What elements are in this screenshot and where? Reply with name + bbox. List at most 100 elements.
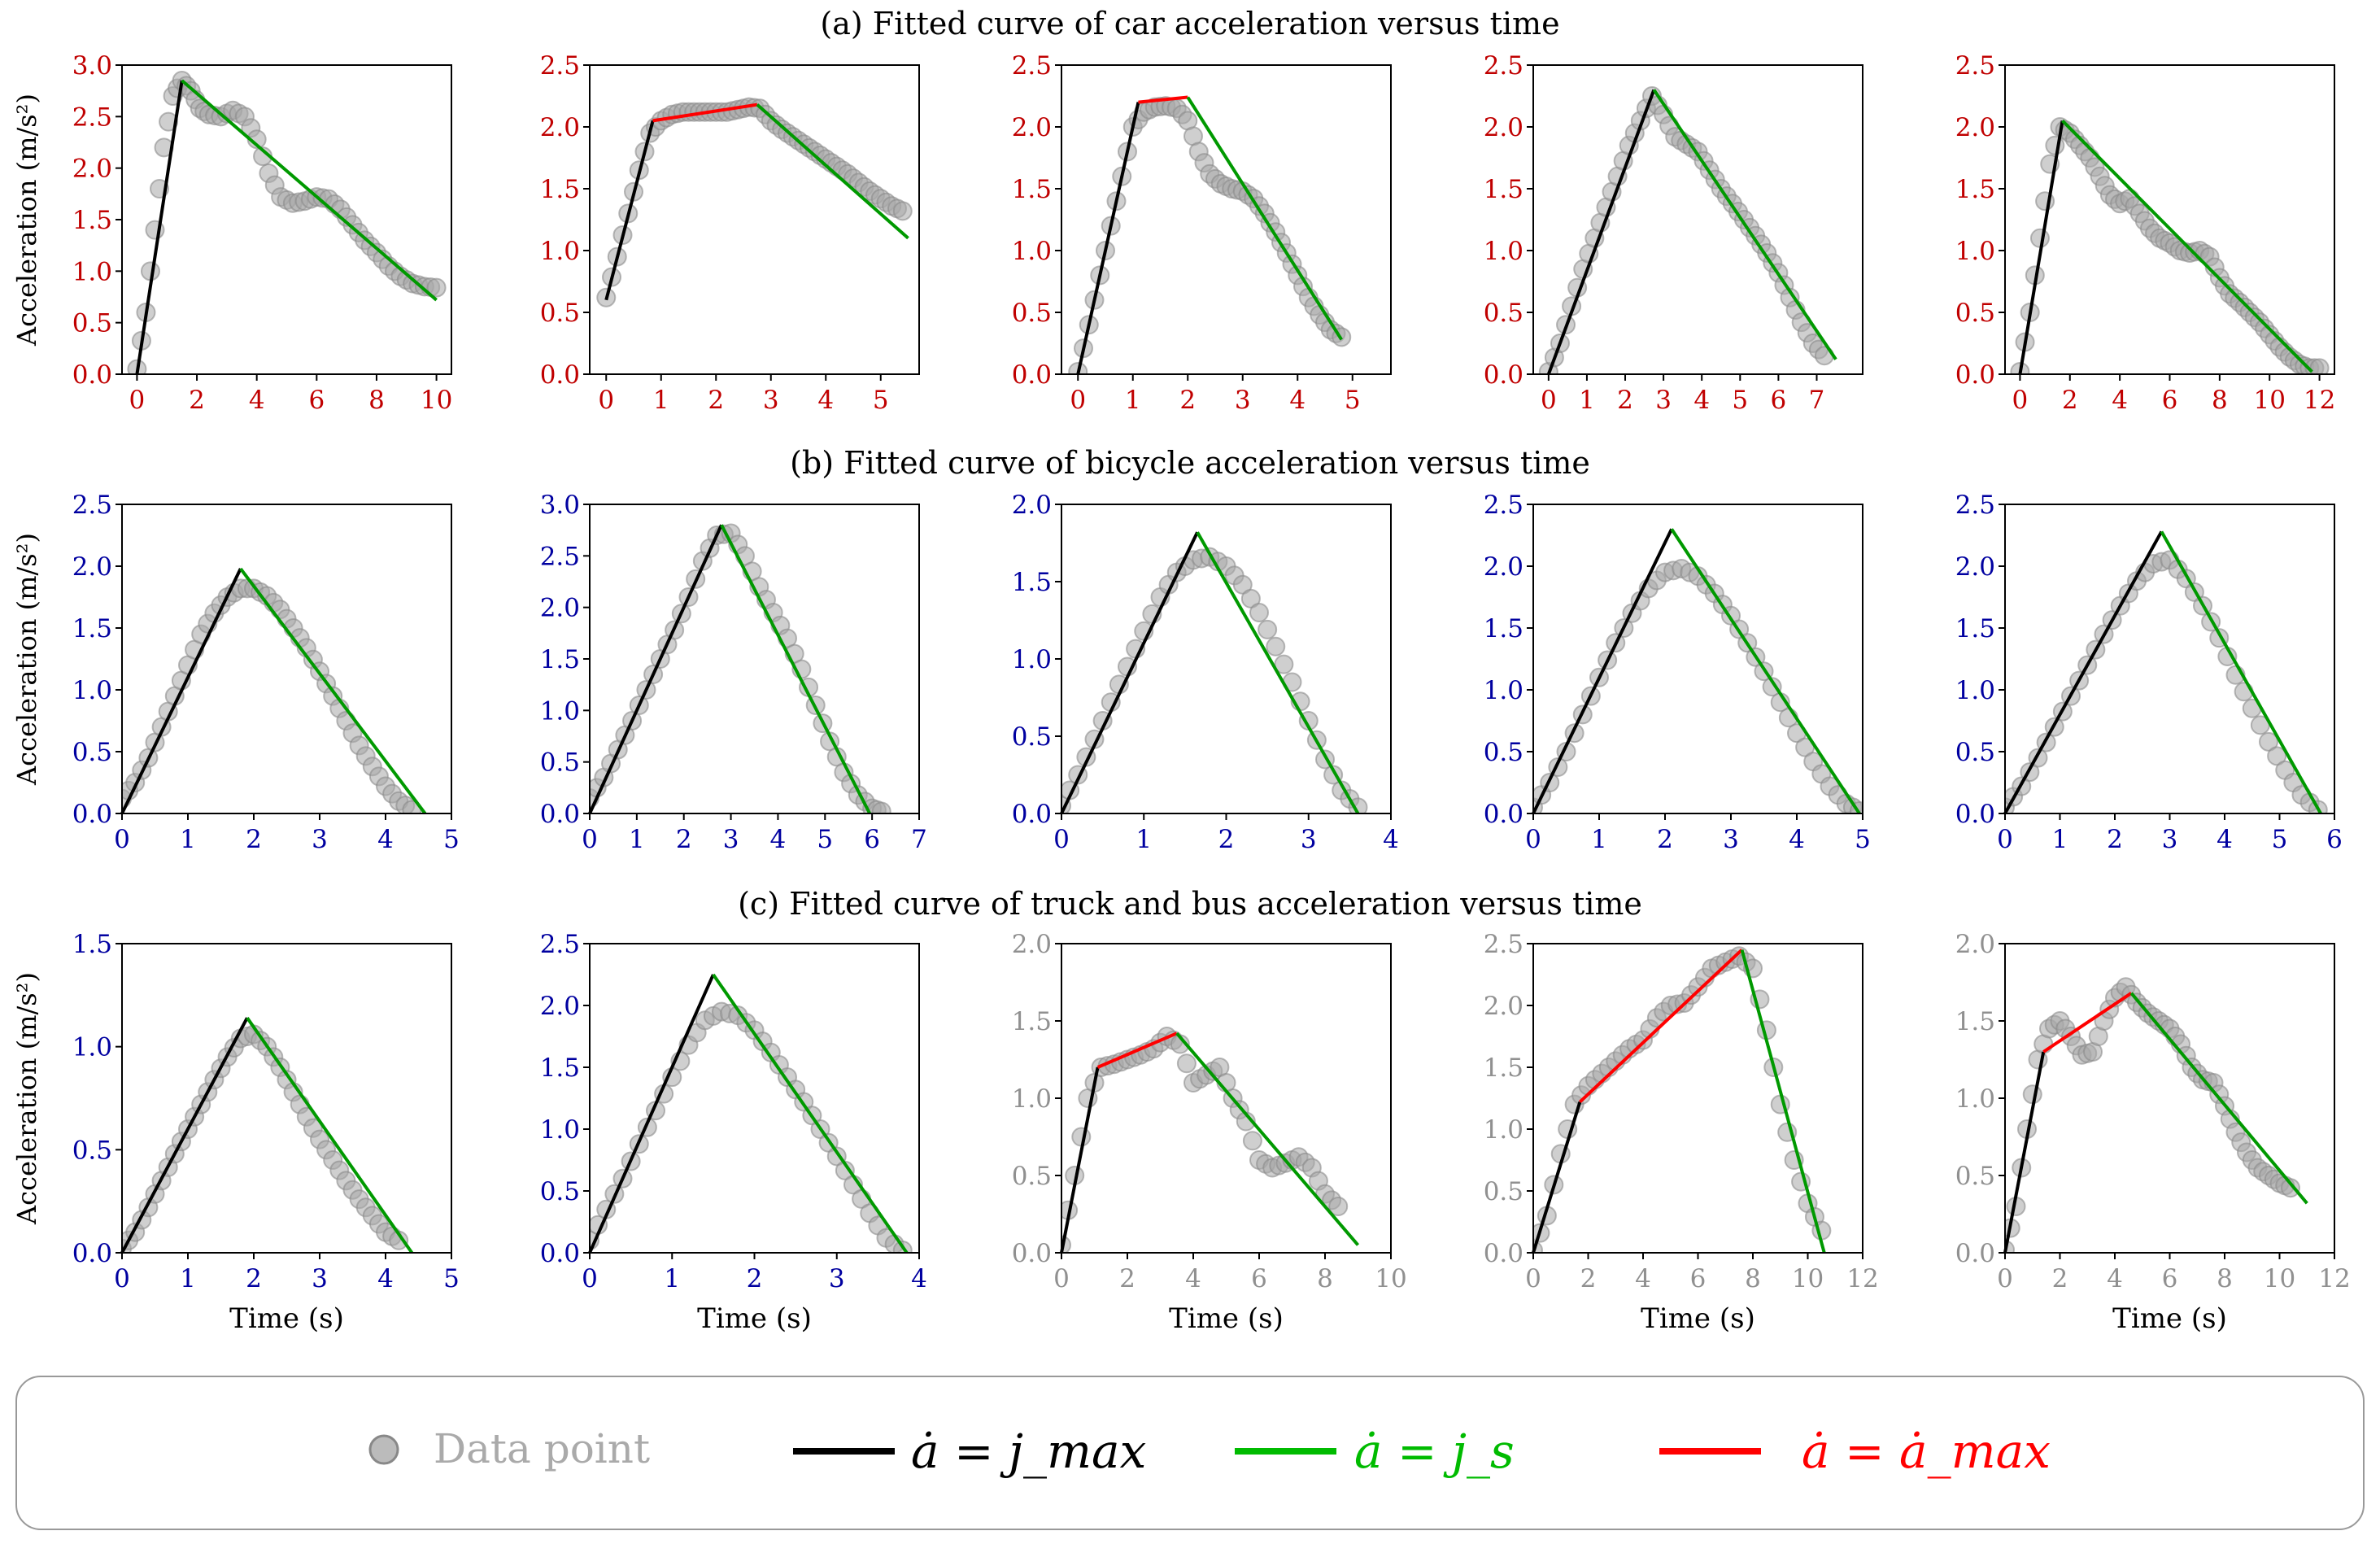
fit-line-js	[2129, 992, 2308, 1205]
fit-line-jmax	[588, 974, 715, 1254]
data-point	[426, 277, 447, 298]
x-tick-label: 8	[1317, 1264, 1333, 1293]
y-tick-label: 2.0	[1484, 113, 1523, 142]
y-tick-label: 2.5	[72, 491, 112, 520]
y-tick-label: 1.5	[1955, 614, 1995, 643]
y-tick-label: 1.0	[72, 676, 112, 705]
panel-2-3: 0.0 0.5 1.0 1.5 2.0 2.5 0 2 4 6 8 10 12 Time (s)	[1484, 930, 1879, 1335]
y-tick-label: 0.5	[1012, 722, 1052, 752]
y-tick-label: 0.0	[1484, 1239, 1523, 1268]
data-point	[1348, 797, 1368, 813]
y-tick-label: 2.0	[1484, 552, 1523, 582]
x-tick-label: 0	[1525, 1264, 1541, 1293]
fit-line-amax	[652, 102, 758, 123]
y-tick-label: 1.0	[540, 696, 580, 726]
x-tick-label: 0	[129, 386, 146, 415]
data-point	[2281, 1178, 2300, 1198]
x-tick-label: 3	[829, 1264, 845, 1293]
x-tick-label: 10	[2254, 386, 2286, 415]
y-tick-label: 0.5	[1955, 1162, 1995, 1191]
y-tick-label: 2.5	[540, 542, 580, 571]
fit-line-js	[2061, 119, 2313, 373]
x-tick-label: 6	[1251, 1264, 1267, 1293]
y-tick-label: 2.0	[1012, 491, 1052, 520]
x-tick-label: 10	[421, 386, 452, 415]
y-tick-label: 3.0	[72, 51, 112, 81]
legend: Data point ȧ = j_max ȧ = j_s ȧ = ȧ_max	[15, 1376, 2365, 1530]
y-tick-label: 1.5	[72, 930, 112, 959]
y-tick-label: 1.0	[1012, 645, 1052, 674]
y-tick-label: 2.5	[1484, 930, 1523, 959]
x-tick-label: 6	[308, 386, 325, 415]
legend-label-amax: ȧ = ȧ_max	[1802, 1424, 2051, 1479]
fit-line-js	[1175, 1032, 1360, 1246]
x-tick-label: 2	[2107, 825, 2123, 854]
row-title-c: (c) Fitted curve of truck and bus accele…	[738, 886, 1642, 922]
x-tick-label: 0	[1053, 825, 1070, 854]
panel-0-2: 0.0 0.5 1.0 1.5 2.0 2.5 0 1 2 3 4 5	[1012, 51, 1392, 415]
plot-frame	[2004, 943, 2335, 1254]
x-tick-label: 3	[1301, 825, 1317, 854]
x-tick-label: 2	[1580, 1264, 1597, 1293]
y-tick-label: 0.0	[1012, 1239, 1052, 1268]
fit-line-jmax	[120, 568, 242, 814]
data-point	[892, 201, 913, 221]
x-tick-label: 1	[1591, 825, 1607, 854]
data-point	[159, 111, 179, 132]
plot-frame	[589, 64, 920, 375]
x-tick-label: 3	[312, 825, 328, 854]
plot-frame	[1061, 504, 1392, 814]
panel-0-1: 0.0 0.5 1.0 1.5 2.0 2.5 0 1 2 3 4 5	[540, 51, 920, 415]
y-tick-label: 3.0	[540, 491, 580, 520]
fit-line-amax	[1096, 1032, 1178, 1069]
x-tick-label: 4	[2107, 1264, 2123, 1293]
fit-line-jmax	[588, 524, 723, 814]
plot-frame	[1532, 504, 1863, 814]
x-tick-label: 2	[1617, 386, 1633, 415]
y-tick-label: 1.0	[540, 1115, 580, 1145]
x-tick-label: 5	[2272, 825, 2288, 854]
x-tick-label: 1	[1136, 825, 1152, 854]
plot-frame	[589, 504, 920, 814]
x-tick-label: 4	[911, 1264, 927, 1293]
x-tick-label: 0	[1525, 825, 1541, 854]
y-tick-label: 1.0	[1955, 1084, 1995, 1114]
x-tick-label: 8	[2212, 386, 2228, 415]
y-tick-label: 1.0	[540, 237, 580, 266]
panel-2-1: 0.0 0.5 1.0 1.5 2.0 2.5 0 1 2 3 4 Time (s)	[540, 930, 927, 1335]
y-tick-label: 1.5	[1012, 175, 1052, 204]
fit-line-js	[239, 567, 427, 815]
x-tick-label: 2	[708, 386, 724, 415]
x-tick-label: 2	[246, 1264, 262, 1293]
x-tick-label: 4	[249, 386, 265, 415]
y-tick-label: 0.5	[72, 309, 112, 338]
fit-line-jmax	[135, 80, 184, 375]
panel-1-1: 0.0 0.5 1.0 1.5 2.0 2.5 3.0 0 1 2 3 4 5 6 7	[540, 491, 927, 854]
x-tick-label: 2	[676, 825, 692, 854]
fit-line-jmax	[2003, 1051, 2046, 1254]
data-point	[1071, 1127, 1092, 1147]
x-tick-label: 3	[763, 386, 779, 415]
x-tick-label: 6	[864, 825, 880, 854]
x-tick-label: 2	[189, 386, 205, 415]
x-tick-label: 0	[582, 825, 598, 854]
x-tick-label: 0	[2012, 386, 2029, 415]
x-tick-label: 1	[629, 825, 645, 854]
y-tick-label: 1.0	[72, 1033, 112, 1062]
y-tick-label: 0.0	[1484, 360, 1523, 390]
y-tick-label: 1.5	[1955, 1007, 1995, 1036]
y-tick-label: 1.0	[1484, 237, 1523, 266]
x-tick-label: 6	[2326, 825, 2343, 854]
x-tick-label: 4	[1383, 825, 1399, 854]
x-tick-label: 2	[1218, 825, 1235, 854]
y-tick-label: 2.5	[1955, 51, 1995, 81]
x-tick-label: 5	[1855, 825, 1871, 854]
x-tick-label: 4	[1185, 1264, 1201, 1293]
x-tick-label: 12	[2318, 1264, 2350, 1293]
fit-line-jmax	[1060, 1066, 1100, 1254]
x-tick-label: 5	[817, 825, 833, 854]
x-tick-label: 3	[1235, 386, 1251, 415]
x-tick-label: 12	[1846, 1264, 1878, 1293]
x-tick-label: 6	[2162, 1264, 2178, 1293]
x-tick-label: 0	[1541, 386, 1557, 415]
